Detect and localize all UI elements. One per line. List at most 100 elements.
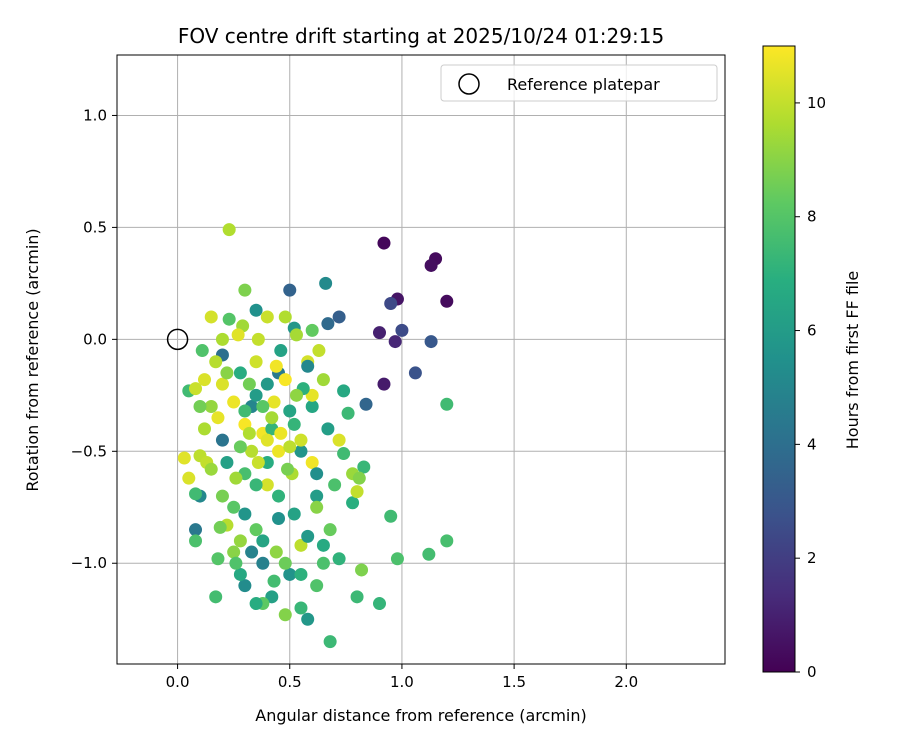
scatter-point bbox=[337, 447, 351, 461]
scatter-point bbox=[213, 520, 227, 534]
scatter-point bbox=[267, 574, 281, 588]
scatter-point bbox=[215, 377, 229, 391]
y-tick-label: 0.5 bbox=[83, 218, 107, 236]
scatter-point bbox=[267, 395, 281, 409]
scatter-point bbox=[310, 467, 324, 481]
scatter-point bbox=[283, 440, 297, 454]
scatter-point bbox=[260, 310, 274, 324]
scatter-point bbox=[272, 489, 286, 503]
scatter-point bbox=[316, 556, 330, 570]
scatter-point bbox=[242, 377, 256, 391]
scatter-point bbox=[249, 478, 263, 492]
scatter-point bbox=[305, 400, 319, 414]
scatter-point bbox=[278, 556, 292, 570]
scatter-point bbox=[294, 567, 308, 581]
scatter-point bbox=[294, 433, 308, 447]
scatter-point bbox=[388, 335, 402, 349]
x-tick-label: 0.0 bbox=[166, 673, 190, 691]
scatter-point bbox=[323, 635, 337, 649]
scatter-point bbox=[422, 547, 436, 561]
scatter-point bbox=[272, 511, 286, 525]
scatter-point bbox=[294, 601, 308, 615]
scatter-point bbox=[204, 310, 218, 324]
data-points bbox=[177, 223, 454, 649]
legend-box bbox=[440, 64, 718, 102]
scatter-point bbox=[310, 500, 324, 514]
legend: Reference platepar bbox=[440, 64, 718, 102]
scatter-point bbox=[287, 417, 301, 431]
scatter-point bbox=[305, 323, 319, 337]
scatter-point bbox=[384, 509, 398, 523]
scatter-point bbox=[233, 366, 247, 380]
scatter-point bbox=[283, 404, 297, 418]
scatter-point bbox=[215, 332, 229, 346]
scatter-point bbox=[337, 384, 351, 398]
scatter-point bbox=[227, 395, 241, 409]
colorbar-tick-label: 8 bbox=[807, 208, 817, 226]
scatter-point bbox=[260, 377, 274, 391]
scatter-point bbox=[251, 332, 265, 346]
scatter-point bbox=[278, 608, 292, 622]
scatter-point bbox=[231, 328, 245, 342]
scatter-point bbox=[256, 556, 270, 570]
scatter-point bbox=[281, 462, 295, 476]
scatter-point bbox=[189, 523, 203, 537]
scatter-point bbox=[249, 388, 263, 402]
chart-title: FOV centre drift starting at 2025/10/24 … bbox=[178, 24, 664, 48]
scatter-point bbox=[316, 373, 330, 387]
scatter-point bbox=[323, 523, 337, 537]
colorbar-tick-label: 0 bbox=[807, 663, 817, 681]
scatter-point bbox=[294, 538, 308, 552]
scatter-point bbox=[289, 328, 303, 342]
scatter-point bbox=[321, 317, 335, 331]
scatter-point bbox=[251, 455, 265, 469]
colorbar: 0 2 4 6 8 10 Hours from first FF file bbox=[762, 45, 862, 681]
scatter-point bbox=[265, 411, 279, 425]
scatter-point bbox=[238, 404, 252, 418]
y-tick-label: −1.0 bbox=[71, 554, 107, 572]
scatter-point bbox=[189, 382, 203, 396]
colorbar-ticks: 0 2 4 6 8 10 bbox=[795, 94, 826, 681]
scatter-point bbox=[408, 366, 422, 380]
scatter-point bbox=[249, 355, 263, 369]
scatter-point bbox=[211, 411, 225, 425]
scatter-point bbox=[220, 366, 234, 380]
scatter-point bbox=[341, 406, 355, 420]
scatter-point bbox=[395, 323, 409, 337]
scatter-point bbox=[195, 344, 209, 358]
scatter-point bbox=[189, 534, 203, 548]
legend-entry-reference: Reference platepar bbox=[507, 75, 660, 94]
scatter-point bbox=[294, 444, 308, 458]
scatter-point bbox=[245, 545, 259, 559]
x-axis-label: Angular distance from reference (arcmin) bbox=[255, 706, 586, 725]
scatter-point bbox=[278, 373, 292, 387]
y-tick-label: 0.0 bbox=[83, 330, 107, 348]
scatter-point bbox=[233, 567, 247, 581]
x-tick-label: 1.0 bbox=[390, 673, 414, 691]
scatter-point bbox=[328, 478, 342, 492]
grid bbox=[117, 55, 725, 664]
scatter-point bbox=[222, 223, 236, 237]
scatter-point bbox=[215, 489, 229, 503]
scatter-point bbox=[211, 552, 225, 566]
scatter-point bbox=[352, 471, 366, 485]
scatter-point bbox=[355, 563, 369, 577]
scatter-point bbox=[238, 579, 252, 593]
scatter-point bbox=[350, 485, 364, 499]
scatter-point bbox=[332, 310, 346, 324]
x-axis-ticks: 0.0 0.5 1.0 1.5 2.0 bbox=[166, 664, 638, 691]
scatter-point bbox=[440, 294, 454, 308]
scatter-point bbox=[424, 335, 438, 349]
scatter-point bbox=[321, 422, 335, 436]
x-tick-label: 2.0 bbox=[614, 673, 638, 691]
scatter-point bbox=[274, 426, 288, 440]
scatter-point bbox=[272, 444, 286, 458]
scatter-point bbox=[305, 455, 319, 469]
scatter-point bbox=[301, 529, 315, 543]
scatter-point bbox=[377, 236, 391, 250]
legend-marker bbox=[458, 73, 480, 95]
colorbar-tick-label: 4 bbox=[807, 435, 817, 453]
y-tick-label: −0.5 bbox=[71, 442, 107, 460]
scatter-point bbox=[245, 444, 259, 458]
scatter-point bbox=[229, 471, 243, 485]
